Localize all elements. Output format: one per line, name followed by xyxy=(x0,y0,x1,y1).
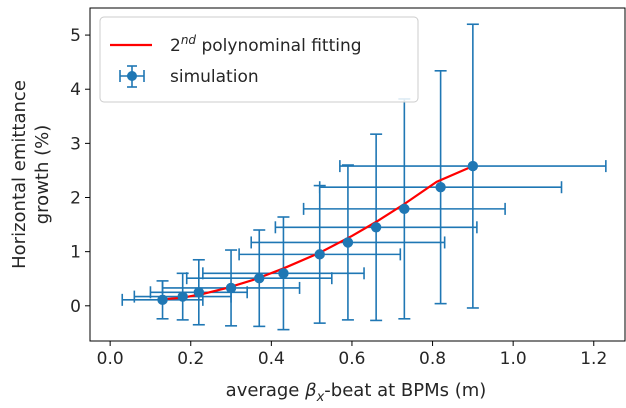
x-tick-label: 0.2 xyxy=(177,349,204,369)
y-axis-label-line: growth (%) xyxy=(32,125,53,225)
x-axis-label-suffix: -beat at BPMs (m) xyxy=(324,380,486,401)
legend-box xyxy=(99,16,419,103)
points-layer xyxy=(157,160,479,306)
y-axis-label-line: Horizontal emittance xyxy=(9,80,30,269)
legend-fit-label-part: polynominal fitting xyxy=(196,36,361,56)
y-tick-label: 1 xyxy=(70,243,81,263)
y-tick-label: 0 xyxy=(70,297,81,317)
x-axis-label-subscript: x xyxy=(316,390,325,404)
x-tick-label: 0.6 xyxy=(338,349,365,369)
data-point xyxy=(342,237,354,248)
x-axis-label-prefix: average xyxy=(226,380,305,401)
x-tick-label: 1.2 xyxy=(580,349,607,369)
data-point xyxy=(193,287,205,298)
y-axis-label: Horizontal emittance growth (%) xyxy=(9,80,53,269)
data-point xyxy=(254,272,265,284)
legend-fit-label: 2nd polynominal fitting xyxy=(170,33,362,56)
legend: 2nd polynominal fitting simulation xyxy=(99,16,419,103)
y-tick-label: 5 xyxy=(70,26,81,46)
x-tick-label: 0.0 xyxy=(97,349,124,369)
y-tick-label: 2 xyxy=(70,189,81,209)
data-point xyxy=(370,222,382,233)
y-tick-label: 3 xyxy=(70,134,81,154)
data-point xyxy=(278,268,289,279)
data-point xyxy=(467,160,479,172)
x-axis-label-symbol: β xyxy=(304,380,317,401)
data-point xyxy=(225,282,237,294)
legend-sim-swatch-marker xyxy=(127,71,137,81)
axes-layer: 0.0 0.2 0.4 0.6 0.8 1.0 1.2 0 1 2 3 4 5 average βx-be… xyxy=(9,7,626,405)
plot-frame xyxy=(89,7,626,342)
legend-sim-label: simulation xyxy=(170,67,259,87)
x-tick-label: 1.0 xyxy=(500,349,527,369)
x-tick-label: 0.4 xyxy=(258,349,285,369)
data-point xyxy=(157,294,168,306)
y-tick-label: 4 xyxy=(70,80,81,100)
data-point xyxy=(314,249,325,260)
data-point xyxy=(399,203,410,215)
legend-fit-label-superscript: nd xyxy=(181,33,197,47)
data-point xyxy=(435,182,446,193)
data-point xyxy=(177,291,188,302)
x-axis-label: average βx-beat at BPMs (m) xyxy=(226,380,487,404)
legend-fit-label-part: 2 xyxy=(170,36,181,56)
x-tick-label: 0.8 xyxy=(419,349,446,369)
